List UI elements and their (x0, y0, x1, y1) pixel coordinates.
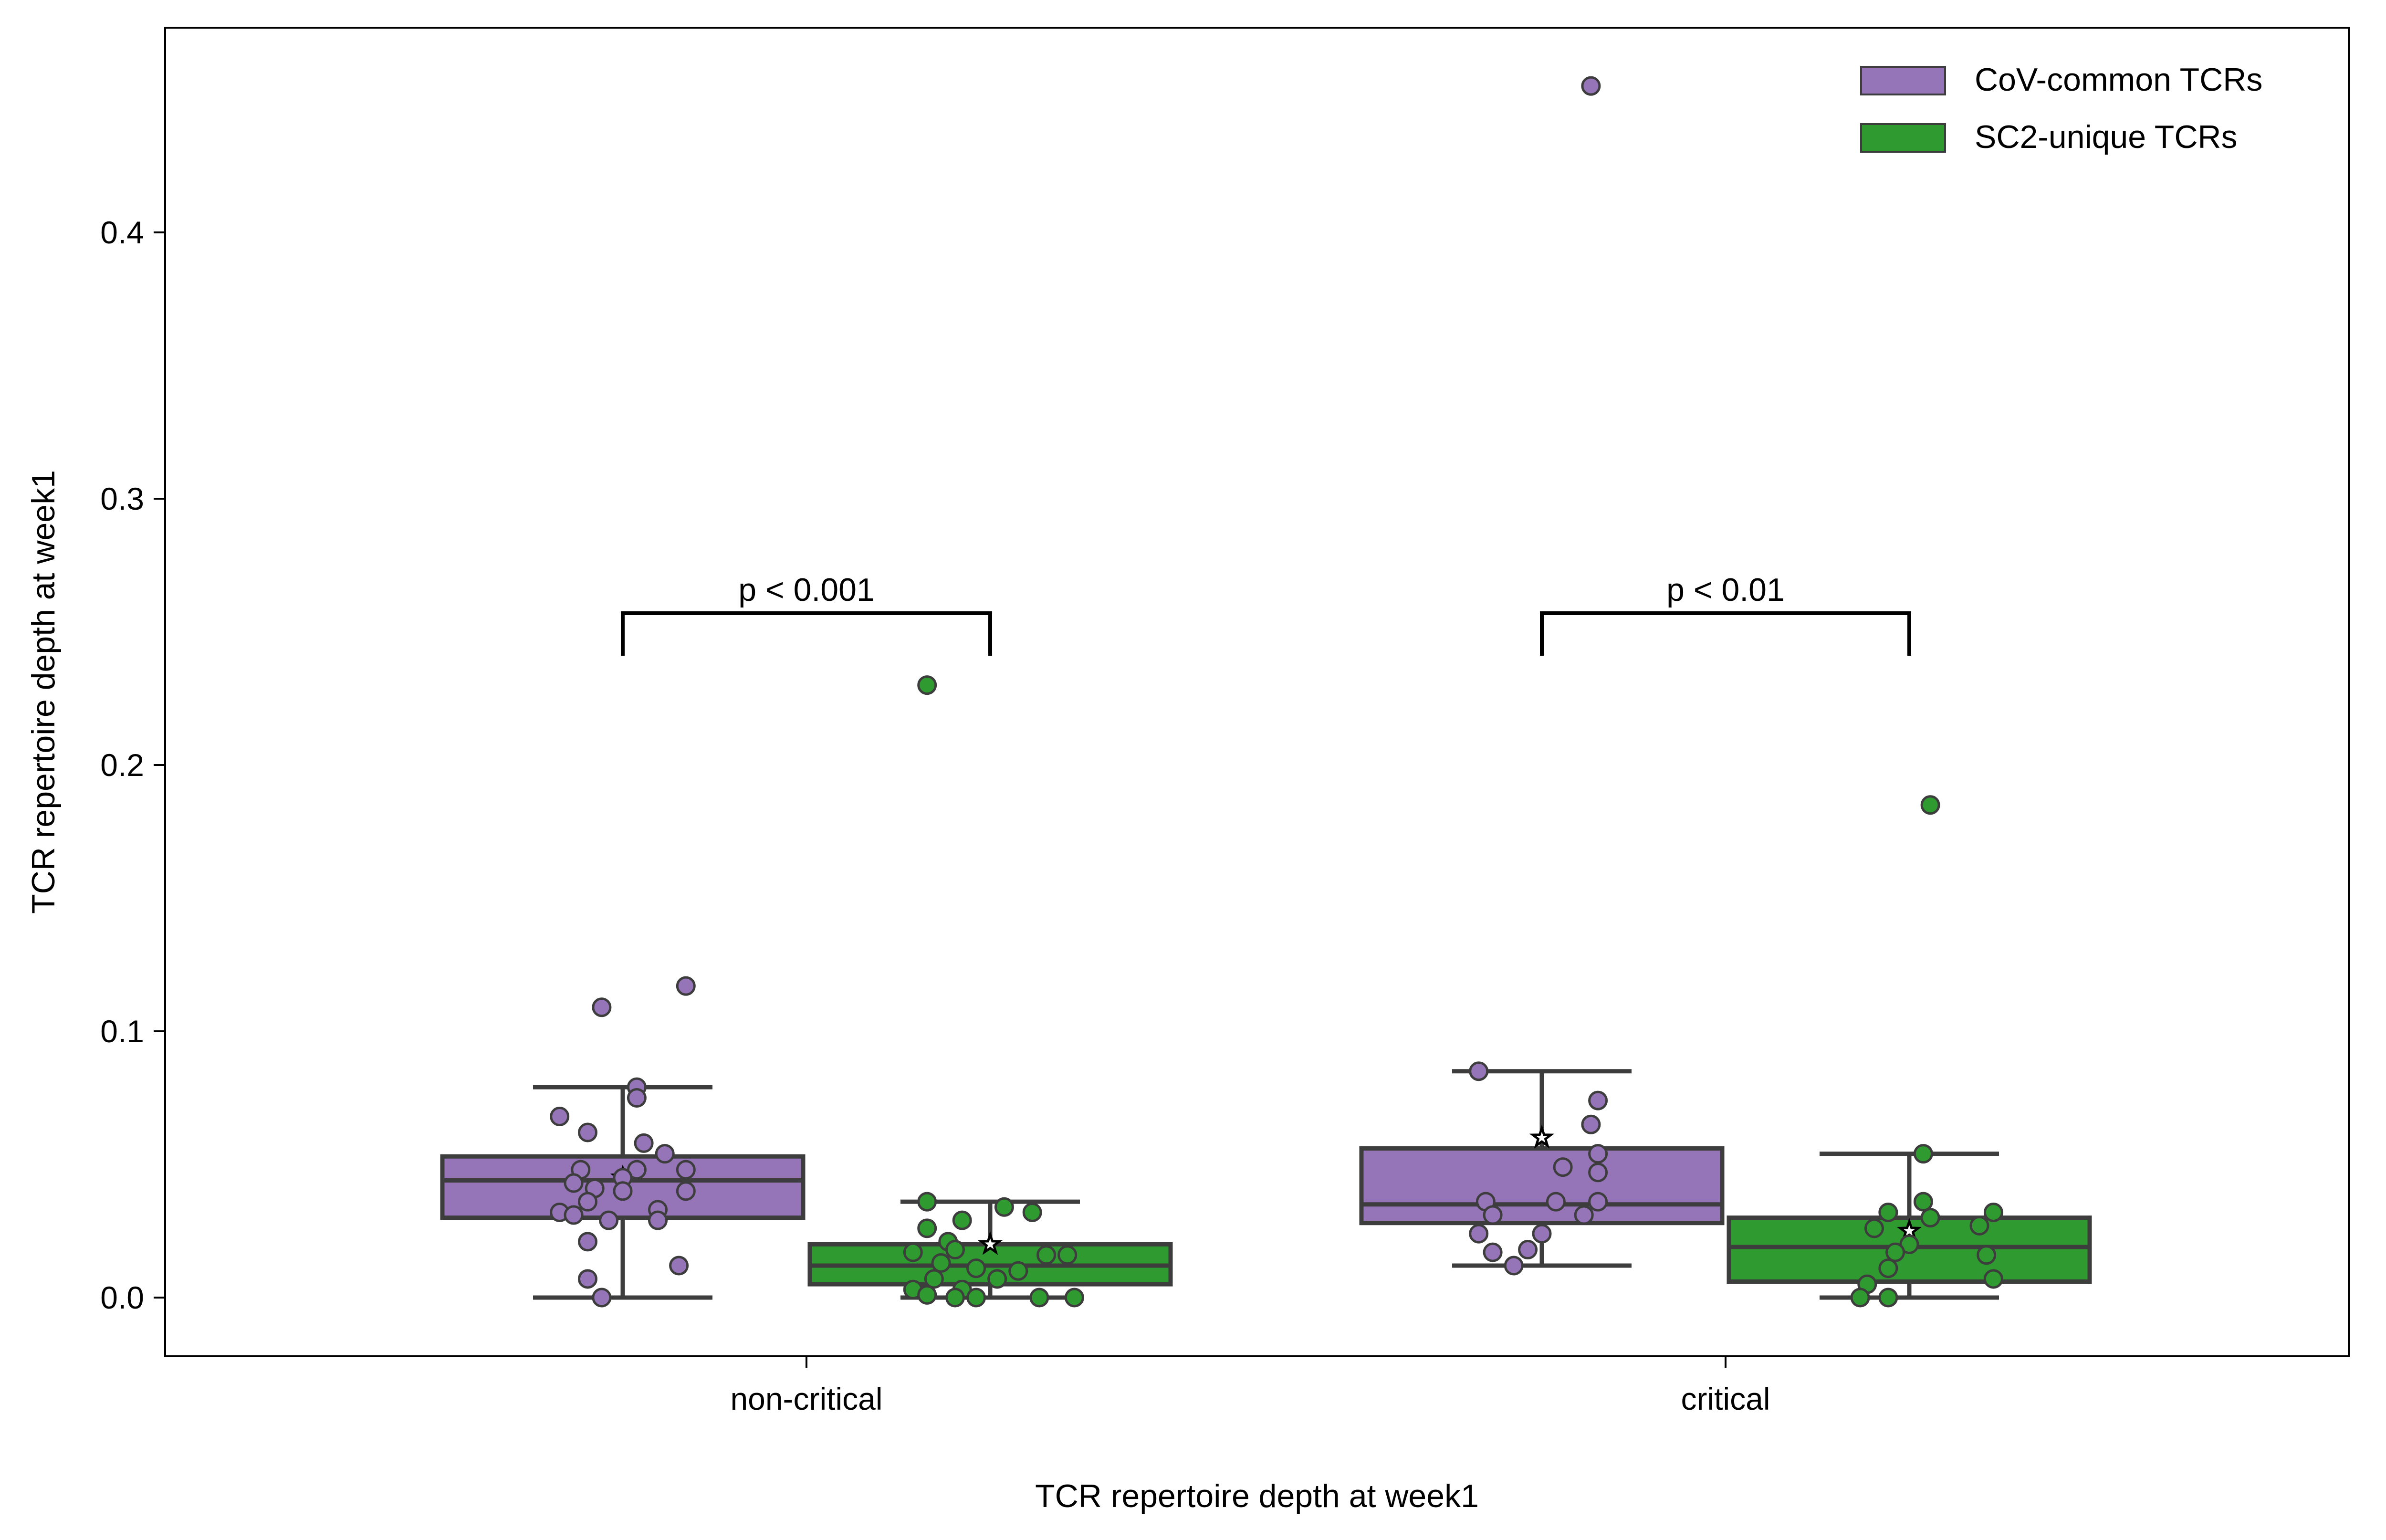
data-point (1864, 1218, 1884, 1238)
data-point (924, 1269, 944, 1289)
data-point (917, 675, 937, 695)
y-tick-label: 0.1 (100, 1014, 144, 1049)
data-point (550, 1107, 570, 1127)
data-point (1008, 1261, 1028, 1281)
data-point (1920, 795, 1940, 815)
y-tick-label: 0.2 (100, 747, 144, 783)
data-point (994, 1197, 1014, 1217)
y-tick-label: 0.4 (100, 215, 144, 250)
data-point (578, 1192, 597, 1212)
data-point (1581, 1114, 1601, 1134)
legend: CoV-common TCRs SC2-unique TCRs (1860, 62, 2262, 155)
data-point (655, 1144, 675, 1164)
data-point (648, 1210, 668, 1230)
data-point (592, 997, 612, 1017)
data-point (1546, 1192, 1566, 1212)
legend-swatch (1860, 123, 1946, 153)
data-point (1553, 1157, 1573, 1177)
significance-label: p < 0.001 (738, 572, 874, 608)
data-point (676, 1181, 696, 1201)
data-point (634, 1133, 654, 1153)
data-point (592, 1288, 612, 1308)
x-axis-title: TCR repertoire depth at week1 (1035, 1478, 1479, 1514)
y-tick-label: 0.0 (100, 1280, 144, 1315)
data-point (952, 1210, 972, 1230)
mean-marker (1529, 1124, 1555, 1149)
data-point (578, 1122, 597, 1142)
legend-swatch (1860, 66, 1946, 95)
data-point (903, 1242, 923, 1262)
data-point (987, 1269, 1007, 1289)
x-tick-label: non-critical (730, 1381, 882, 1416)
data-point (1029, 1288, 1049, 1308)
data-point (669, 1256, 689, 1276)
significance-bracket (621, 611, 992, 656)
data-point (1504, 1256, 1524, 1276)
data-point (1913, 1144, 1933, 1164)
plot-frame (164, 27, 2350, 1357)
legend-label: CoV-common TCRs (1975, 62, 2262, 98)
data-point (1574, 1205, 1594, 1225)
data-point (1588, 1144, 1608, 1164)
y-tick-label: 0.3 (100, 481, 144, 516)
x-tick-label: critical (1681, 1381, 1770, 1416)
data-point (676, 976, 696, 996)
data-point (1878, 1288, 1898, 1308)
data-point (1581, 76, 1601, 96)
data-point (917, 1285, 937, 1305)
axes-layer: 0.0 0.1 0.2 0.3 0.4 non-critical critical (100, 215, 1770, 1416)
data-point (627, 1088, 647, 1108)
data-point (931, 1253, 951, 1273)
data-point (917, 1192, 937, 1212)
data-point (1064, 1288, 1084, 1308)
data-point (1913, 1192, 1933, 1212)
data-point (1983, 1269, 2003, 1289)
data-point (1878, 1202, 1898, 1222)
data-point (966, 1258, 986, 1278)
data-point (613, 1181, 633, 1201)
annotations-layer: p < 0.001 p < 0.01 (621, 572, 1911, 656)
data-point (945, 1288, 965, 1308)
data-point (917, 1218, 937, 1238)
data-point (966, 1288, 986, 1308)
data-point (1878, 1258, 1898, 1278)
data-point (1969, 1215, 1989, 1236)
points-layer (550, 76, 2003, 1308)
data-point (1057, 1245, 1078, 1265)
data-point (1469, 1061, 1489, 1081)
data-point (1920, 1208, 1940, 1228)
data-point (1885, 1242, 1905, 1262)
mean-marker (977, 1231, 1003, 1255)
data-point (1036, 1245, 1057, 1265)
box-iqr (1359, 1146, 1725, 1226)
significance-bracket (1540, 611, 1911, 656)
data-point (945, 1240, 965, 1260)
data-point (1483, 1205, 1503, 1225)
significance-label: p < 0.01 (1666, 572, 1785, 608)
data-point (1588, 1192, 1608, 1212)
data-point (564, 1173, 584, 1193)
data-point (578, 1269, 597, 1289)
data-point (1588, 1163, 1608, 1183)
data-point (1483, 1242, 1503, 1262)
data-point (1532, 1224, 1552, 1244)
data-point (1518, 1240, 1538, 1260)
data-point (599, 1210, 619, 1230)
y-axis-title: TCR repertoire depth at week1 (25, 470, 62, 914)
data-point (676, 1160, 696, 1180)
data-point (1850, 1288, 1870, 1308)
data-point (564, 1205, 584, 1225)
data-point (1983, 1202, 2003, 1222)
data-point (1469, 1224, 1489, 1244)
data-point (1588, 1090, 1608, 1110)
data-point (1022, 1202, 1042, 1222)
data-point (578, 1232, 597, 1252)
data-point (1977, 1245, 1997, 1265)
legend-label: SC2-unique TCRs (1975, 119, 2238, 155)
